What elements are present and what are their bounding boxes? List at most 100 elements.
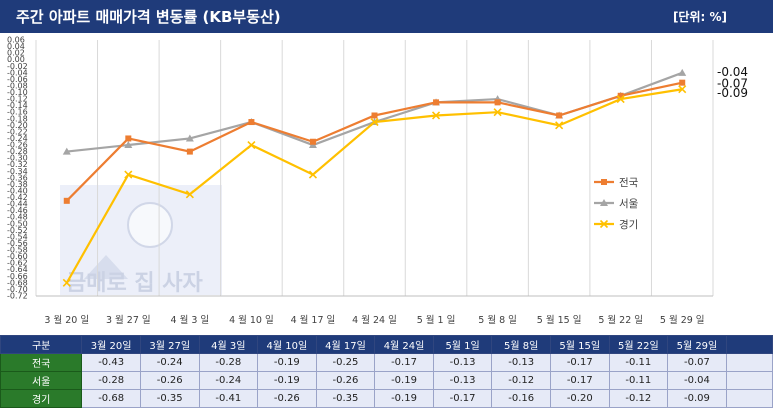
table-header-cell: 4월 17일 xyxy=(315,335,376,354)
table-cell: -0.19 xyxy=(374,389,434,408)
table-cell: -0.13 xyxy=(491,353,551,372)
data-point xyxy=(678,85,687,94)
y-tick-label: -0.02 xyxy=(7,62,28,71)
data-point xyxy=(309,138,316,145)
y-tick-label: -0.42 xyxy=(7,193,28,202)
table-cell: -0.17 xyxy=(432,389,493,408)
table-cell: -0.12 xyxy=(608,389,669,408)
x-tick-label: 5 월 8 일 xyxy=(478,314,517,326)
y-tick-label: -0.32 xyxy=(7,160,28,169)
table-header-cell: 5월 1일 xyxy=(432,335,493,354)
x-tick-label: 3 월 20 일 xyxy=(44,314,89,326)
y-tick-label: -0.16 xyxy=(7,108,28,117)
y-tick-label: -0.12 xyxy=(7,95,28,104)
legend-marker xyxy=(600,199,608,206)
table-cell: -0.17 xyxy=(549,371,610,390)
y-tick-label: -0.10 xyxy=(7,88,28,97)
data-point xyxy=(555,121,564,130)
y-tick-label: -0.08 xyxy=(7,81,28,90)
table-cell: -0.28 xyxy=(81,371,141,390)
y-tick-label: -0.24 xyxy=(7,134,28,143)
data-point xyxy=(248,119,255,126)
watermark-text: 금매로 집 사자 xyxy=(66,271,204,296)
table-cell: -0.26 xyxy=(139,371,200,390)
data-point xyxy=(63,197,70,204)
data-point xyxy=(185,134,194,142)
table-row: 경기 -0.68 -0.35 -0.41 -0.26 -0.35 -0.19 -0.17 -0.… xyxy=(0,389,773,408)
table-spacer-cell xyxy=(725,335,773,354)
table-cell: -0.19 xyxy=(257,371,317,390)
y-tick-label: -0.54 xyxy=(7,232,28,241)
legend-marker xyxy=(601,179,607,185)
table-cell: -0.12 xyxy=(491,371,551,390)
table-row-label: 서울 xyxy=(0,371,83,390)
table-cell: -0.26 xyxy=(315,371,376,390)
table-cell: -0.19 xyxy=(374,371,434,390)
data-point xyxy=(370,117,379,127)
data-point xyxy=(616,95,625,104)
table-header-cell: 3월 20일 xyxy=(81,335,141,354)
legend-label: 경기 xyxy=(619,218,638,231)
table-header-cell: 4월 3일 xyxy=(198,335,259,354)
y-tick-label: 0.06 xyxy=(7,36,25,45)
table-header-label: 구분 xyxy=(0,335,83,354)
table-spacer-cell xyxy=(725,371,773,390)
data-point xyxy=(124,141,133,149)
table-row-label: 전국 xyxy=(0,353,83,372)
watermark-bg xyxy=(60,185,222,295)
y-tick-label: -0.62 xyxy=(7,259,28,268)
watermark-face xyxy=(127,202,173,248)
x-tick-label: 4 월 3 일 xyxy=(171,314,210,326)
y-tick-label: -0.72 xyxy=(7,292,28,301)
table-cell: -0.35 xyxy=(315,389,376,408)
data-point xyxy=(493,108,502,117)
data-point xyxy=(62,147,71,155)
y-tick-label: -0.26 xyxy=(7,141,28,150)
table-header-cell: 5월 15일 xyxy=(549,335,610,354)
y-tick-label: -0.06 xyxy=(7,75,28,84)
y-tick-label: -0.66 xyxy=(7,272,28,281)
chart-title: 주간 아파트 매매가격 변동률 (KB부동산) xyxy=(16,8,281,26)
x-tick-label: 3 월 27 일 xyxy=(106,314,151,326)
table-cell: -0.25 xyxy=(315,353,376,372)
watermark-logo: 금매로 집 사자 xyxy=(60,185,222,296)
y-tick-label: -0.44 xyxy=(7,200,28,209)
legend-label: 전국 xyxy=(619,177,639,189)
y-tick-label: -0.46 xyxy=(7,206,28,215)
table-header-cell: 4월 10일 xyxy=(257,335,317,354)
watermark-house xyxy=(84,255,128,279)
table-cell: -0.68 xyxy=(81,389,141,408)
data-point xyxy=(679,79,686,86)
table-header-cell: 5월 29일 xyxy=(667,335,727,354)
table-cell: -0.24 xyxy=(139,353,200,372)
y-tick-label: -0.22 xyxy=(7,127,28,136)
x-tick-label: 5 월 15 일 xyxy=(537,314,582,326)
table-cell: -0.17 xyxy=(374,353,434,372)
data-point xyxy=(556,112,563,119)
line-chart: 금매로 집 사자0.060.040.020.00-0.02-0.04-0.06-… xyxy=(7,36,748,327)
title-bar: 주간 아파트 매매가격 변동률 (KB부동산) [단위: %] xyxy=(0,0,773,33)
table-cell: -0.09 xyxy=(667,389,727,408)
y-tick-label: -0.56 xyxy=(7,239,28,248)
y-tick-label: -0.04 xyxy=(7,68,28,77)
data-point xyxy=(617,92,624,99)
y-tick-label: -0.34 xyxy=(7,167,28,176)
table-cell: -0.13 xyxy=(432,353,493,372)
table-cell: -0.20 xyxy=(549,389,610,408)
table-cell: -0.24 xyxy=(198,371,259,390)
table-cell: -0.04 xyxy=(667,371,727,390)
data-point xyxy=(185,190,194,199)
table-cell: -0.16 xyxy=(491,389,551,408)
y-tick-label: -0.28 xyxy=(7,147,28,156)
y-tick-label: 0.04 xyxy=(7,42,25,51)
table-cell: -0.11 xyxy=(608,371,669,390)
y-tick-label: 0.02 xyxy=(7,49,25,58)
legend-label: 서울 xyxy=(619,198,639,210)
data-point xyxy=(431,111,441,120)
data-point xyxy=(125,135,132,142)
table-cell: -0.26 xyxy=(257,389,317,408)
y-tick-label: -0.70 xyxy=(7,285,28,294)
table-header-cell: 5월 22일 xyxy=(608,335,669,354)
y-tick-label: -0.58 xyxy=(7,246,28,255)
y-tick-label: -0.52 xyxy=(7,226,28,235)
